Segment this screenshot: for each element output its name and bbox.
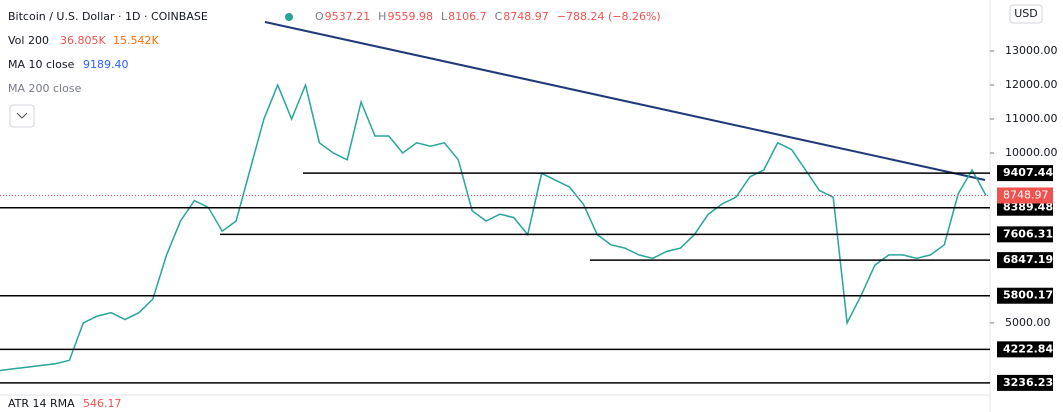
y-tick-label: 12000.00 [1005,78,1058,91]
ohlc-label: L [441,10,448,23]
level-label: 7606.31 [1003,227,1053,240]
trend-line [264,21,986,181]
level-label: 4222.84 [1003,342,1053,355]
ohlc-label: H [378,10,386,23]
symbol-title: Bitcoin / U.S. Dollar · 1D · COINBASE [8,10,208,23]
level-label: 5800.17 [1003,289,1053,302]
y-tick-label: 5000.00 [1005,316,1051,329]
price-line [0,82,987,372]
level-label: 9407.44 [1003,166,1053,179]
level-label: 6847.19 [1003,253,1053,266]
level-label: 8389.48 [1003,201,1053,214]
last-price-label: 8748.97 [1003,188,1049,201]
ohlc-value: 9537.21 [325,10,371,23]
level-tag [997,165,1053,182]
ohlc-label: C [495,10,503,23]
vol-b: 15.542K [113,34,159,47]
level-tag [997,252,1053,269]
y-tick-label: 13000.00 [1005,44,1058,57]
y-tick-label: 11000.00 [1005,112,1058,125]
status-dot [285,13,293,21]
last-price-tag [997,187,1053,204]
ohlc-value: 8106.7 [448,10,487,23]
collapse-button[interactable] [9,104,35,128]
level-tag [997,374,1053,391]
level-tag [997,226,1053,243]
y-tick-label: 10000.00 [1005,146,1058,159]
ohlc-value: 8748.97 [503,10,549,23]
level-tag [997,199,1053,216]
vol-label: Vol 200 [8,34,49,47]
currency: USD [1014,7,1038,20]
vol-a: 36.805K [60,34,106,47]
atr-label: ATR 14 RMA [8,397,75,410]
ma10-value: 9189.40 [83,58,129,71]
change: −788.24 (−8.26%) [557,10,661,23]
ohlc-value: 9559.98 [387,10,433,23]
ma200-label: MA 200 close [8,82,82,95]
ohlc-label: O [315,10,324,23]
currency-button[interactable] [1009,4,1043,24]
level-tag [997,287,1053,304]
level-label: 3236.23 [1003,376,1053,389]
level-tag [997,341,1053,358]
ma10-label: MA 10 close [8,58,75,71]
atr-value: 546.17 [83,397,122,410]
collapse-icon [16,112,28,119]
